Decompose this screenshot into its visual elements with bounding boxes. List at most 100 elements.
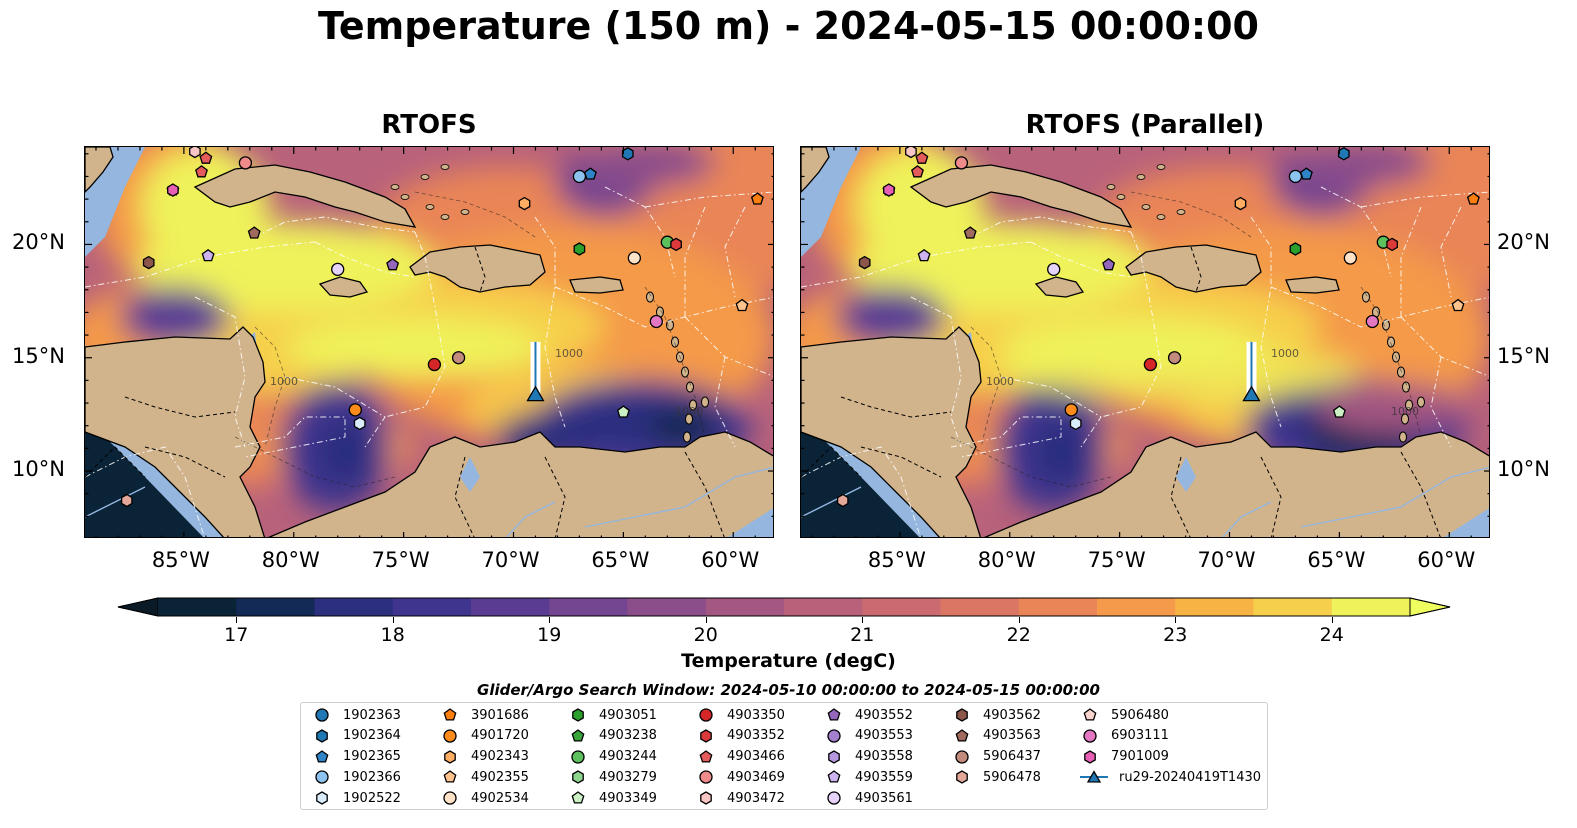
legend-float-marker[interactable] <box>443 708 457 721</box>
argo-float-4902355[interactable] <box>1451 298 1465 312</box>
argo-float-4903350[interactable] <box>1143 357 1158 372</box>
legend-float-marker[interactable] <box>571 791 585 804</box>
lon-tick-label: 80°W <box>977 548 1036 572</box>
argo-float-4903051[interactable] <box>573 242 586 256</box>
argo-float-4903562[interactable] <box>142 255 155 270</box>
legend-float-marker[interactable] <box>700 729 712 743</box>
colorbar-segment <box>236 598 315 616</box>
argo-float-4903051[interactable] <box>1289 242 1302 256</box>
argo-float-1902366[interactable] <box>572 169 587 184</box>
legend-float-marker[interactable] <box>571 728 585 742</box>
argo-float-4903469[interactable] <box>954 156 969 170</box>
legend-item-4902355: 4902355 <box>439 767 529 787</box>
argo-float-1902522[interactable] <box>1069 416 1082 431</box>
argo-float-4903562[interactable] <box>858 255 871 270</box>
argo-float-4903561[interactable] <box>331 262 345 277</box>
argo-float-4902355[interactable] <box>735 298 749 312</box>
argo-float-1902365[interactable] <box>583 167 597 180</box>
legend-glider-marker[interactable] <box>1086 770 1102 784</box>
argo-float-4903349[interactable] <box>616 405 630 418</box>
legend-float-marker[interactable] <box>444 749 456 764</box>
legend-float-marker[interactable] <box>315 749 329 763</box>
legend-float-marker[interactable] <box>315 708 329 722</box>
argo-float-4903561[interactable] <box>1047 262 1061 277</box>
argo-float-4903563[interactable] <box>963 226 977 239</box>
legend-float-marker[interactable] <box>699 708 713 722</box>
legend-float-marker[interactable] <box>571 749 585 764</box>
argo-float-4903466[interactable] <box>195 165 208 178</box>
legend-float-marker[interactable] <box>699 749 713 763</box>
argo-float-7901009[interactable] <box>167 183 179 197</box>
argo-float-4902343[interactable] <box>518 196 531 211</box>
argo-float-5906478[interactable] <box>836 493 849 508</box>
argo-float-4902534[interactable] <box>1343 251 1358 265</box>
legend-float-marker[interactable] <box>827 729 841 743</box>
argo-float-3901686[interactable] <box>750 192 764 205</box>
argo-float-5906437[interactable] <box>1167 351 1182 365</box>
argo-float-4903352[interactable] <box>1386 237 1398 252</box>
argo-float-4903552[interactable] <box>1102 257 1116 271</box>
argo-float-5906437[interactable] <box>451 351 466 365</box>
legend-float-marker[interactable] <box>572 708 584 722</box>
legend-float-marker[interactable] <box>827 770 841 783</box>
glider-marker-ru29[interactable] <box>1242 385 1261 402</box>
argo-float-6903111[interactable] <box>1365 314 1379 329</box>
map-panel-rtofs[interactable]: 1000 1000 1000 <box>84 146 774 538</box>
legend-float-marker[interactable] <box>572 770 584 785</box>
legend-float-marker[interactable] <box>699 770 713 785</box>
legend-float-marker[interactable] <box>956 708 968 722</box>
land-cuba <box>193 164 417 228</box>
legend-float-marker[interactable] <box>827 708 841 721</box>
legend-float-marker[interactable] <box>955 749 969 764</box>
argo-float-4903466[interactable] <box>199 151 213 164</box>
argo-float-4903469[interactable] <box>238 156 253 170</box>
legend-float-marker[interactable] <box>828 749 840 764</box>
argo-float-4903559[interactable] <box>917 248 931 262</box>
legend-float-marker[interactable] <box>955 728 969 742</box>
argo-float-4903350[interactable] <box>427 357 442 372</box>
argo-float-4903349[interactable] <box>1332 405 1346 418</box>
legend-float-marker[interactable] <box>700 791 712 805</box>
land-central-america <box>801 326 982 537</box>
legend-float-marker[interactable] <box>443 791 457 805</box>
argo-float-4903552[interactable] <box>386 257 400 271</box>
argo-float-1902366[interactable] <box>1288 169 1303 184</box>
legend-item-label: 3901686 <box>471 707 529 723</box>
argo-float-1902365[interactable] <box>1299 167 1313 180</box>
argo-float-4903352[interactable] <box>670 237 682 252</box>
argo-float-4903472[interactable] <box>905 147 917 159</box>
legend-float-marker[interactable] <box>316 791 328 805</box>
argo-float-4902534[interactable] <box>627 251 642 265</box>
argo-float-4903466[interactable] <box>915 151 929 164</box>
legend-float-marker[interactable] <box>827 791 841 805</box>
legend-item-3901686: 3901686 <box>439 705 529 725</box>
glider-marker-ru29[interactable] <box>526 385 545 402</box>
argo-float-4903472[interactable] <box>189 147 201 159</box>
legend-float-marker[interactable] <box>1083 729 1097 743</box>
argo-float-1902522[interactable] <box>353 416 366 431</box>
legend-marker <box>699 708 713 722</box>
argo-float-4901720[interactable] <box>1064 403 1078 417</box>
argo-float-7901009[interactable] <box>883 183 895 197</box>
map-panel-rtofs-parallel[interactable]: 1000 1000 1000 <box>800 146 1490 538</box>
argo-float-5906478[interactable] <box>120 493 133 508</box>
argo-float-4903559[interactable] <box>201 248 215 262</box>
legend-float-marker[interactable] <box>956 770 968 785</box>
legend-float-marker[interactable] <box>1084 749 1096 764</box>
argo-float-4903466[interactable] <box>911 165 924 178</box>
legend-marker <box>315 770 329 785</box>
argo-float-6903111[interactable] <box>649 314 663 329</box>
legend-float-marker[interactable] <box>315 770 329 785</box>
legend-float-marker[interactable] <box>443 770 457 783</box>
legend-float-marker[interactable] <box>316 729 328 743</box>
colorbar-segment <box>1175 598 1254 616</box>
argo-float-3901686[interactable] <box>1466 192 1480 205</box>
legend-float-marker[interactable] <box>1083 708 1097 721</box>
argo-float-4902343[interactable] <box>1234 196 1247 211</box>
legend-marker <box>827 729 841 743</box>
argo-float-1902364[interactable] <box>1337 147 1350 161</box>
argo-float-4901720[interactable] <box>348 403 362 417</box>
legend-float-marker[interactable] <box>443 729 457 743</box>
argo-float-1902364[interactable] <box>621 147 634 161</box>
argo-float-4903563[interactable] <box>247 226 261 239</box>
